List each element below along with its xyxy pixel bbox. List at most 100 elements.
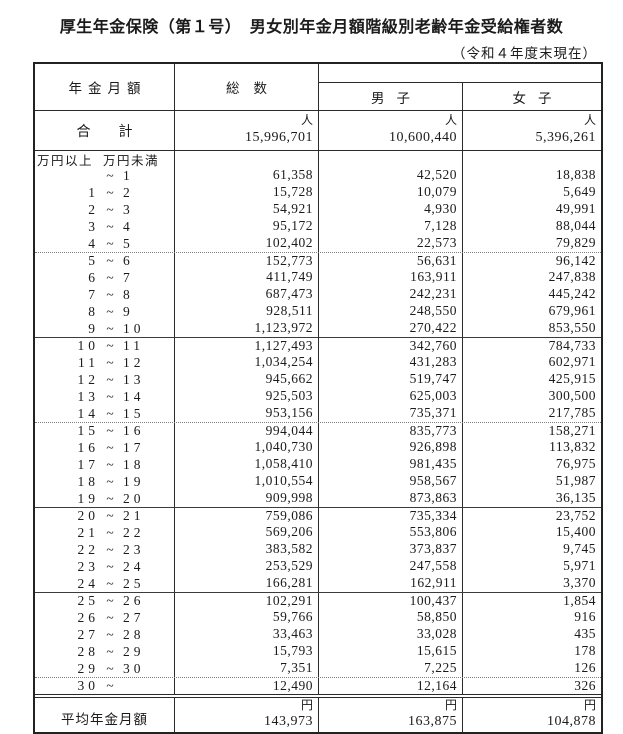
range-label: 10 ~11 [35,338,175,354]
total-value: 994,044 [175,423,319,439]
tilde: ~ [106,184,114,200]
total-value: 1,010,554 [175,473,319,490]
range-label: 25 ~26 [35,593,175,609]
average-male: 円 163,875 [319,698,463,732]
unit-person: 人 [444,113,457,127]
as-of-date: （令和４年度末現在） [452,46,597,61]
total-value: 33,463 [175,626,319,643]
male-value: 22,573 [319,235,463,252]
male-value: 873,863 [319,490,463,507]
table-row: 8 ~9 928,511 248,550 679,961 [35,303,601,320]
column-header-female: 女子 [512,90,564,106]
male-value: 7,225 [319,660,463,677]
tilde: ~ [106,626,114,642]
header-gap [319,64,601,82]
tilde: ~ [106,643,114,659]
total-value: 7,351 [175,660,319,677]
total-value: 152,773 [175,253,319,269]
unit-yen: 円 [583,698,596,712]
male-value: 270,422 [319,320,463,337]
range-lower: 19 [77,490,99,506]
table-row: 10 ~11 1,127,493 342,760 784,733 [35,337,601,354]
table-row: 2 ~3 54,921 4,930 49,991 [35,201,601,218]
average-total: 円 143,973 [175,698,319,732]
male-value: 958,567 [319,473,463,490]
tilde: ~ [106,286,114,302]
range-lower: 15 [77,423,99,438]
range-label: 2 ~3 [35,201,175,218]
male-value: 15,615 [319,643,463,660]
male-value: 735,334 [319,508,463,524]
total-value: 253,529 [175,558,319,575]
column-header-amount: 年金月額 [35,64,175,110]
table-row: 12 ~13 945,662 519,747 425,915 [35,371,601,388]
range-lower: 7 [88,286,99,302]
tilde: ~ [106,473,114,489]
range-label: 21 ~22 [35,524,175,541]
range-upper: 12 [123,354,145,370]
range-label: 24 ~25 [35,575,175,592]
male-value: 519,747 [319,371,463,388]
range-label: 4 ~5 [35,235,175,252]
female-value: 217,785 [548,405,596,420]
range-lower: 24 [77,575,99,591]
tilde: ~ [106,490,114,506]
range-lower: 22 [77,541,99,557]
tilde: ~ [106,167,114,183]
female-value: 602,971 [548,354,596,369]
female-value: 158,271 [548,423,596,438]
total-value: 1,058,410 [175,456,319,473]
range-lower: 1 [88,184,99,200]
sex-header-group: 男子 女子 [319,64,601,110]
range-label: 27 ~28 [35,626,175,643]
total-value: 1,040,730 [175,439,319,456]
total-value: 95,172 [175,218,319,235]
female-value: 76,975 [555,456,596,471]
range-upper: 14 [123,388,145,404]
total-value: 1,127,493 [175,338,319,354]
female-value: 18,838 [555,167,596,182]
table-body: ~1 61,358 42,520 18,838 1 ~2 15,728 10,079 5,649… [35,167,601,694]
range-upper: 8 [123,286,134,302]
female-value: 15,400 [555,524,596,539]
female-value: 425,915 [548,371,596,386]
male-value: 100,437 [319,593,463,609]
tilde: ~ [106,303,114,319]
range-lower: 5 [88,253,99,268]
average-female: 円 104,878 [463,698,601,732]
tilde: ~ [106,439,114,455]
male-value: 12,164 [319,678,463,694]
tilde: ~ [106,269,114,285]
range-upper: 2 [123,184,134,200]
female-value: 79,829 [555,235,596,250]
table-row: 21 ~22 569,206 553,806 15,400 [35,524,601,541]
total-value: 61,358 [175,167,319,184]
range-lower: 8 [88,303,99,319]
total-value: 759,086 [175,508,319,524]
range-upper: 20 [123,490,145,506]
range-label: 15 ~16 [35,423,175,439]
range-upper: 4 [123,218,134,234]
range-upper: 25 [123,575,145,591]
female-value: 96,142 [555,253,596,268]
range-upper: 10 [123,320,145,336]
male-value: 625,003 [319,388,463,405]
total-value: 15,728 [175,184,319,201]
tilde: ~ [106,388,114,404]
male-value: 58,850 [319,609,463,626]
range-lower: 26 [77,609,99,625]
range-upper: 15 [123,405,145,421]
tilde: ~ [106,354,114,370]
range-upper: 26 [123,593,145,608]
range-lower: 25 [77,593,99,608]
female-value: 300,500 [548,388,596,403]
total-value: 166,281 [175,575,319,592]
range-lower: 20 [77,508,99,523]
range-lower: 17 [77,456,99,472]
range-upper: 16 [123,423,145,438]
total-value: 569,206 [175,524,319,541]
tilde: ~ [106,338,114,353]
total-value: 15,793 [175,643,319,660]
total-value: 909,998 [175,490,319,507]
female-value: 326 [574,678,596,693]
